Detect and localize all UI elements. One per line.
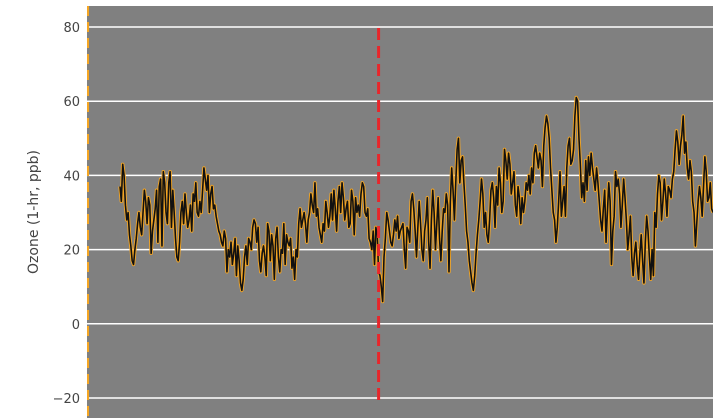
y-tick-label: 60 xyxy=(63,95,80,110)
y-tick-label: 0 xyxy=(72,318,80,333)
y-tick-label: 20 xyxy=(63,244,80,259)
y-gridlines xyxy=(87,26,713,399)
y-tick-label: 80 xyxy=(63,21,80,36)
y-axis-title: Ozone (1-hr, ppb) xyxy=(26,150,42,274)
y-tick-labels: 80 60 40 20 0 −20 xyxy=(53,21,80,407)
y-tick-label: 40 xyxy=(63,169,80,184)
series-layer xyxy=(118,95,713,304)
y-tick-label: −20 xyxy=(53,392,80,407)
series-line xyxy=(119,96,713,303)
